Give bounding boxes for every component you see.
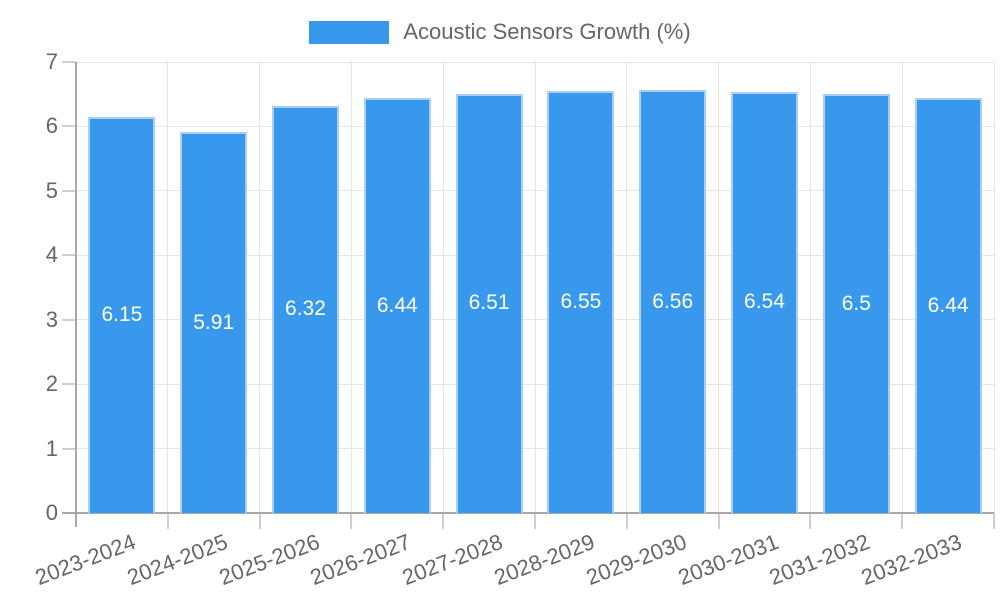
tick-mark (901, 513, 904, 529)
bar-value-label: 6.32 (285, 297, 326, 321)
y-tick-label: 1 (45, 435, 58, 461)
y-tick-label: 5 (45, 177, 58, 203)
y-tick-label: 3 (45, 306, 58, 332)
bar-value-label: 6.51 (468, 291, 510, 315)
bar[interactable] (88, 116, 156, 513)
x-tick-label: 2026-2027 (307, 529, 415, 591)
gridline (259, 62, 261, 513)
legend-label: Acoustic Sensors Growth (%) (403, 19, 691, 44)
gridline (442, 62, 444, 513)
x-tick-label: 2032-2033 (857, 529, 966, 591)
tick-mark (62, 447, 76, 450)
legend-swatch (309, 20, 390, 44)
y-axis-line (75, 62, 77, 527)
tick-mark (62, 125, 76, 128)
tick-mark (534, 513, 536, 529)
x-axis-labels: 2023-2024 2024-2025 2025-2026 2026-2027 2027… (32, 529, 994, 600)
bar[interactable] (180, 132, 248, 513)
tick-mark (62, 383, 76, 386)
tick-mark (166, 513, 169, 529)
x-tick-label: 2030-2031 (674, 529, 782, 591)
gridline (167, 62, 169, 513)
gridline (718, 62, 720, 513)
tick-mark (625, 513, 628, 529)
bar-value-label: 6.44 (927, 293, 969, 317)
y-tick-label: 2 (45, 371, 58, 397)
y-tick-label: 0 (45, 500, 58, 525)
bar[interactable] (363, 98, 431, 513)
bar-value-label: 6.55 (560, 290, 602, 313)
tick-mark (993, 513, 995, 529)
y-tick-label: 6 (45, 113, 58, 139)
x-tick-label: 2028-2029 (490, 529, 598, 591)
legend[interactable]: Acoustic Sensors Growth (%) (0, 16, 1000, 48)
bar[interactable] (914, 98, 982, 513)
bar[interactable] (731, 91, 798, 513)
y-tick-label: 7 (45, 49, 58, 74)
x-tick-label: 2029-2030 (582, 529, 690, 591)
bar-value-label: 6.5 (841, 291, 871, 315)
y-axis-labels: 0 1 2 3 4 5 6 7 (0, 49, 58, 527)
x-tick-label: 2023-2024 (31, 529, 139, 591)
plot-area: 6.15 5.91 6.32 6.44 6.51 6.55 6.56 6.54 6.5 6.44 (62, 61, 995, 529)
tick-mark (62, 61, 76, 63)
gridline (626, 62, 628, 513)
gridline (350, 62, 352, 513)
bar-value-label: 6.54 (744, 290, 785, 314)
gridline (993, 62, 995, 513)
bar[interactable] (822, 94, 890, 513)
bar[interactable] (272, 105, 339, 513)
gridline (534, 62, 536, 513)
tick-mark (62, 189, 76, 192)
bar[interactable] (639, 90, 707, 513)
gridline (901, 62, 903, 513)
tick-mark (350, 513, 353, 529)
bar[interactable] (455, 93, 523, 513)
x-tick-label: 2025-2026 (215, 529, 323, 591)
x-tick-label: 2031-2032 (766, 529, 874, 591)
x-tick-label: 2024-2025 (123, 529, 231, 591)
bar[interactable] (547, 91, 615, 513)
bar-value-label: 6.56 (652, 289, 694, 313)
x-tick-label: 2027-2028 (398, 529, 507, 591)
tick-mark (62, 254, 76, 257)
x-axis-line (62, 512, 994, 514)
tick-mark (809, 513, 812, 529)
tick-mark (62, 318, 76, 321)
bar-value-label: 6.15 (101, 302, 143, 326)
bar-value-label: 6.44 (376, 293, 418, 317)
tick-mark (717, 513, 720, 529)
bar-value-label: 5.91 (193, 310, 235, 334)
tick-mark (442, 513, 445, 529)
y-tick-label: 4 (45, 242, 58, 268)
tick-mark (258, 513, 261, 529)
gridline (809, 62, 811, 513)
